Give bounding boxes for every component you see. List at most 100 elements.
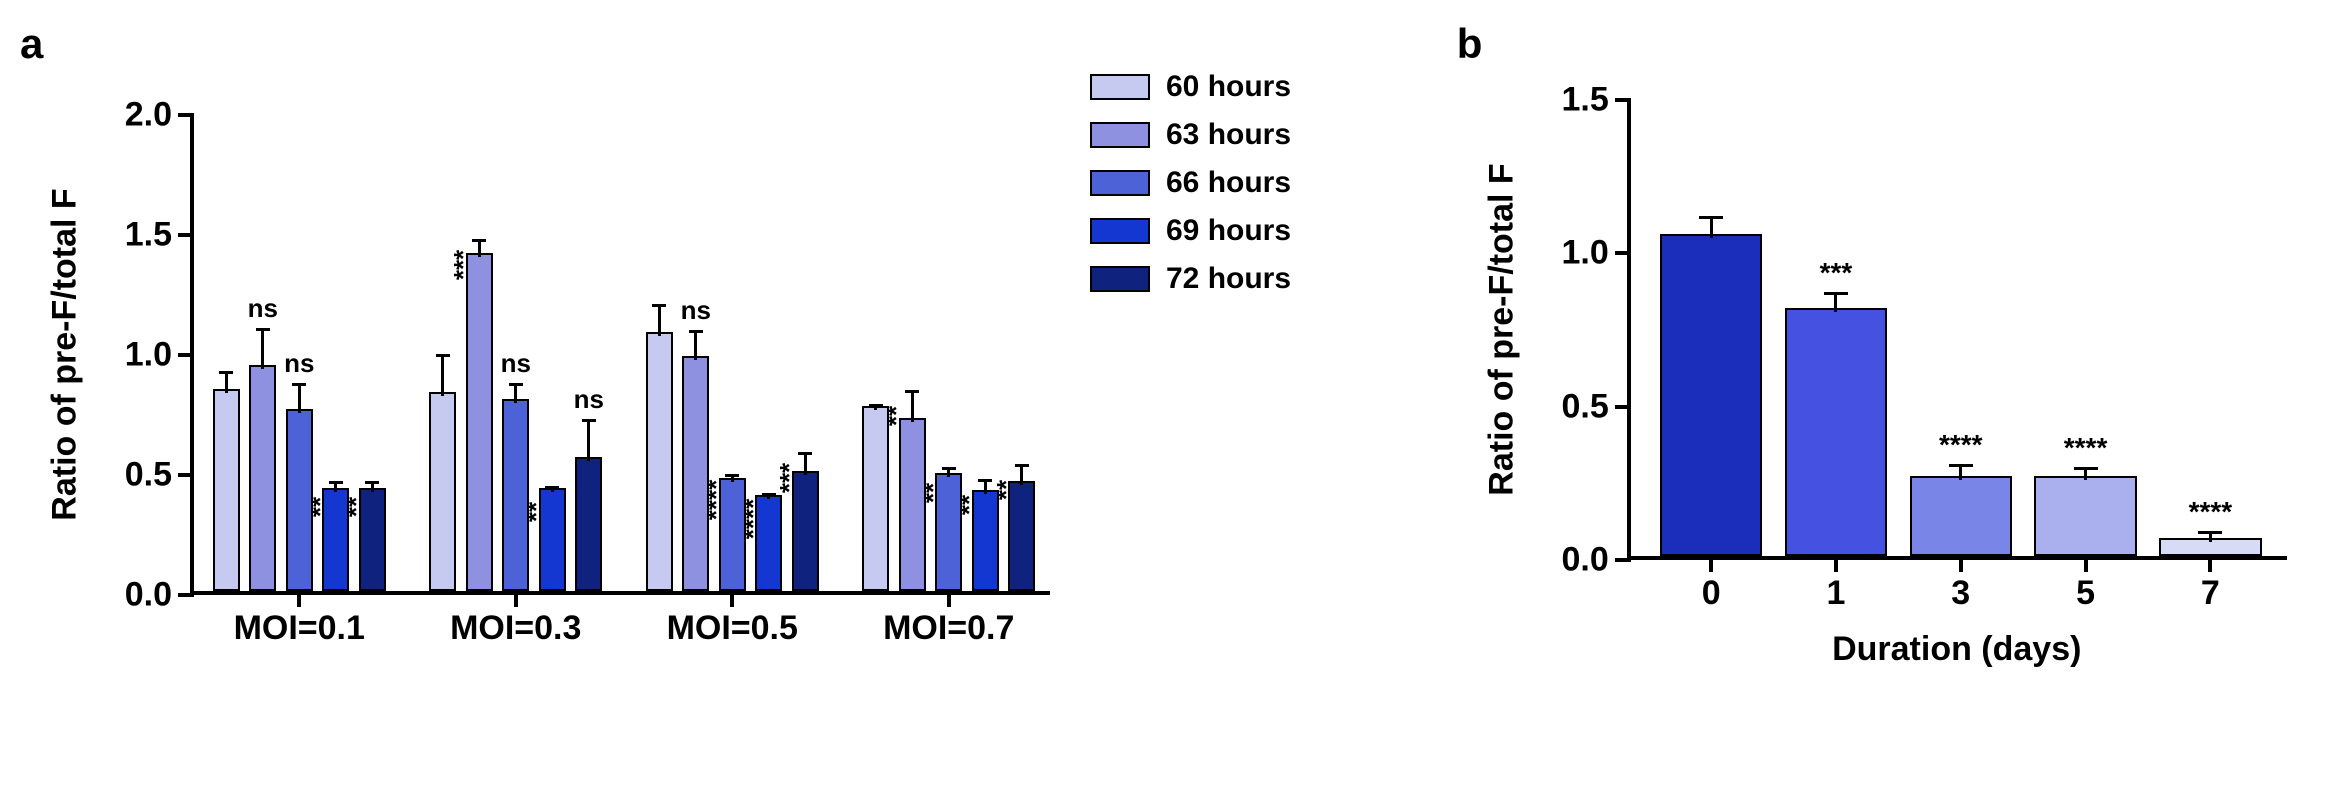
panel-a-bar (862, 406, 889, 591)
panel-a-bar (682, 356, 709, 591)
panel-a-ylabel: Ratio of pre-F/total F (46, 115, 85, 595)
panel-a-error-line (984, 480, 987, 494)
panel-a-significance: ** (521, 502, 552, 522)
panel-a-ytick-label: 1.5 (125, 216, 194, 255)
panel-a-error-cap (798, 452, 812, 455)
panel-a-significance: ** (881, 406, 912, 426)
panel-b-category-label: 3 (1951, 556, 1970, 613)
legend-swatch (1090, 266, 1150, 292)
panel-a-significance: *** (448, 250, 479, 280)
panel-b-ytick-label: 1.0 (1562, 234, 1631, 273)
panel-a-group-label: MOI=0.7 (883, 591, 1014, 648)
panel-a-group-label: MOI=0.3 (450, 591, 581, 648)
panel-b-error-cap (1699, 216, 1723, 219)
panel-b: b Ratio of pre-F/total F 0.00.51.01.501*… (1457, 20, 2328, 740)
panel-a-bar (213, 389, 240, 591)
legend-label: 66 hours (1166, 166, 1291, 200)
panel-b-xlabel: Duration (days) (1832, 630, 2081, 669)
panel-a-error-line (587, 420, 590, 461)
panel-a-error-cap (942, 467, 956, 470)
panel-a: a Ratio of pre-F/total F 0.00.51.01.52.0… (20, 20, 1337, 740)
legend-item: 72 hours (1090, 262, 1291, 296)
panel-a-chart: Ratio of pre-F/total F 0.0 0.5 1.0 1.5 2.0 MO… (20, 20, 1337, 740)
legend-item: 69 hours (1090, 214, 1291, 248)
panel-a-bar (466, 253, 493, 591)
panel-a-group-label: MOI=0.1 (234, 591, 365, 648)
panel-a-error-cap (509, 383, 523, 386)
panel-b-error-cap (2074, 467, 2098, 470)
panel-b-category-label: 5 (2076, 556, 2095, 613)
panel-a-error-cap (1015, 464, 1029, 467)
panel-a-bar (575, 457, 602, 591)
panel-a-bar (502, 399, 529, 591)
panel-b-error-cap (2198, 531, 2222, 534)
legend-item: 60 hours (1090, 70, 1291, 104)
panel-a-error-line (261, 329, 264, 370)
panel-a-error-cap (905, 390, 919, 393)
panel-b-bar (2034, 476, 2136, 556)
panel-a-error-cap (292, 383, 306, 386)
panel-b-chart: Ratio of pre-F/total F 0.00.51.01.501***… (1457, 20, 2328, 740)
panel-a-error-cap (582, 419, 596, 422)
panel-a-error-cap (652, 304, 666, 307)
panel-a-ytick-label: 1.0 (125, 336, 194, 375)
legend-label: 60 hours (1166, 70, 1291, 104)
panel-a-error-line (658, 305, 661, 336)
panel-a-error-cap (219, 371, 233, 374)
panel-a-ytick-label: 0.5 (125, 456, 194, 495)
panel-b-error-line (1710, 217, 1713, 238)
panel-a-significance: ** (341, 497, 372, 517)
legend-swatch (1090, 218, 1150, 244)
legend-item: 66 hours (1090, 166, 1291, 200)
panel-a-bar (249, 365, 276, 591)
panel-a-ytick-label: 2.0 (125, 96, 194, 135)
legend-label: 69 hours (1166, 214, 1291, 248)
panel-b-error-line (1959, 465, 1962, 480)
panel-a-error-line (298, 384, 301, 413)
panel-a-error-line (514, 384, 517, 403)
panel-a-significance: ns (248, 293, 278, 324)
legend-item: 63 hours (1090, 118, 1291, 152)
panel-a-error-cap (329, 481, 343, 484)
panel-a-significance: ** (305, 497, 336, 517)
panel-b-significance: **** (2189, 496, 2233, 528)
panel-a-error-cap (545, 486, 559, 489)
panel-a-significance: **** (738, 499, 769, 539)
panel-a-significance: ns (574, 384, 604, 415)
panel-a-legend: 60 hours 63 hours 66 hours 69 hours 72 hours (1090, 70, 1291, 296)
panel-b-ylabel: Ratio of pre-F/total F (1482, 100, 1521, 560)
panel-a-bar (429, 392, 456, 591)
panel-a-error-line (441, 355, 444, 396)
panel-a-error-cap (256, 328, 270, 331)
panel-b-significance: **** (1939, 429, 1983, 461)
panel-a-bar (646, 332, 673, 591)
panel-b-error-line (1834, 293, 1837, 311)
panel-a-error-line (694, 331, 697, 360)
panel-b-error-cap (1824, 292, 1848, 295)
panel-a-error-cap (725, 474, 739, 477)
panel-a-significance: ns (681, 295, 711, 326)
panel-a-error-cap (762, 493, 776, 496)
panel-a-group-label: MOI=0.5 (667, 591, 798, 648)
panel-b-plot: 0.00.51.01.501***3****5****7**** (1627, 100, 2287, 560)
panel-a-significance: ns (284, 348, 314, 379)
panel-b-significance: *** (1820, 257, 1853, 289)
panel-a-significance: ns (501, 348, 531, 379)
panel-a-error-line (225, 372, 228, 394)
panel-a-ytick-label: 0.0 (125, 576, 194, 615)
panel-b-ytick-label: 0.5 (1562, 387, 1631, 426)
panel-b-bar (1910, 476, 2012, 556)
panel-a-bar (899, 418, 926, 591)
panel-b-category-label: 1 (1826, 556, 1845, 613)
panel-b-significance: **** (2064, 432, 2108, 464)
legend-label: 72 hours (1166, 262, 1291, 296)
legend-label: 63 hours (1166, 118, 1291, 152)
panel-a-error-cap (472, 239, 486, 242)
panel-a-error-cap (365, 481, 379, 484)
panel-a-significance: *** (774, 463, 805, 493)
panel-b-category-label: 0 (1702, 556, 1721, 613)
panel-b-bar (1785, 308, 1887, 556)
panel-a-significance: ** (918, 483, 949, 503)
figure: a Ratio of pre-F/total F 0.00.51.01.52.0… (20, 20, 2328, 778)
panel-b-category-label: 7 (2201, 556, 2220, 613)
